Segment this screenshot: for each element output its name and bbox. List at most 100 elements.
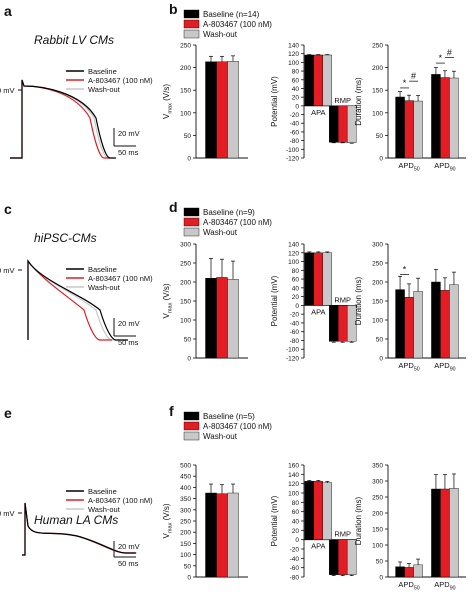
category-label: APA: [311, 542, 325, 551]
trace-legend-label: Baseline: [88, 487, 117, 496]
y-tick-label: 120: [288, 250, 299, 257]
y-tick-label: 100: [180, 110, 191, 117]
y-tick-label: 250: [180, 261, 191, 268]
y-axis-label: Vmax (V/s): [162, 84, 173, 119]
y-tick-label: -80: [290, 575, 300, 582]
y-tick-label: 0: [295, 303, 299, 310]
bar-legend-swatch: [183, 19, 200, 29]
y-axis-label: Duration (ms): [354, 496, 363, 545]
significance-mark: #: [411, 71, 416, 81]
y-tick-label: 250: [180, 43, 191, 50]
y-tick-label: 100: [288, 259, 299, 266]
bar: [313, 252, 324, 306]
bar-legend-swatch: [183, 411, 200, 421]
bar: [304, 54, 315, 107]
bar-legend-swatch: [183, 227, 200, 237]
scalebar-voltage-label: 20 mV: [118, 319, 140, 328]
y-tick-label: -60: [290, 329, 300, 336]
category-label: APD50: [398, 580, 419, 591]
bar: [413, 564, 423, 578]
y-tick-label: -40: [290, 556, 300, 563]
y-tick-label: 0: [187, 575, 191, 582]
bar: [404, 100, 414, 159]
trace-legend-label: Baseline: [88, 265, 117, 274]
bar: [431, 74, 441, 159]
bar: [216, 493, 228, 578]
category-label: APD90: [434, 161, 455, 172]
y-tick-label: 0: [187, 156, 191, 163]
bar: [404, 297, 414, 359]
bar: [216, 277, 228, 359]
y-tick-label: 400: [180, 485, 191, 492]
panel-letter-e: e: [4, 405, 12, 421]
y-tick-label: 60: [292, 77, 300, 84]
y-tick-label: 150: [180, 541, 191, 548]
trace-legend-label: Wash-out: [88, 505, 121, 514]
bar: [313, 54, 324, 107]
y-tick-label: 0: [379, 356, 383, 363]
panel-letter-a: a: [4, 3, 12, 19]
bar: [337, 105, 348, 143]
y-tick-label: 350: [180, 496, 191, 503]
y-tick-label: 450: [180, 474, 191, 481]
bar: [413, 291, 423, 359]
bar: [440, 77, 450, 159]
y-tick-label: -60: [290, 129, 300, 136]
trace-title: Human LA CMs: [34, 513, 118, 527]
bar-legend-swatch: [183, 431, 200, 441]
panel-letter-b: b: [169, 1, 178, 17]
bar-legend-swatch: [183, 217, 200, 227]
y-tick-label: 120: [288, 51, 299, 58]
bar: [322, 54, 333, 107]
bar: [304, 481, 315, 540]
trace-baseline: [27, 259, 128, 341]
y-tick-label: -120: [286, 356, 299, 363]
y-tick-label: 120: [288, 481, 299, 488]
category-label: APD90: [434, 580, 455, 591]
y-tick-label: 40: [292, 519, 300, 526]
y-tick-label: 0: [379, 156, 383, 163]
trace-legend-label: Baseline: [88, 67, 117, 76]
y-tick-label: 80: [292, 69, 300, 76]
y-tick-label: -120: [286, 156, 299, 163]
bar: [313, 481, 324, 540]
bar: [449, 77, 459, 159]
trace-legend-label: A-803467 (100 nM): [88, 274, 153, 283]
scalebar-voltage-label: 20 mV: [118, 129, 140, 138]
y-tick-label: -20: [290, 547, 300, 554]
bar: [395, 566, 405, 578]
y-tick-label: 200: [372, 280, 383, 287]
bar-legend-label: A-803467 (100 nM): [203, 422, 272, 431]
bar-legend-label: Baseline (n=9): [203, 208, 255, 217]
y-tick-label: 60: [292, 277, 300, 284]
bar: [322, 482, 333, 540]
y-tick-label: 0: [379, 575, 383, 582]
y-tick-label: 100: [180, 552, 191, 559]
y-tick-label: 250: [372, 43, 383, 50]
bar-legend-label: Baseline (n=14): [203, 10, 260, 19]
panel-letter-d: d: [169, 199, 178, 215]
scalebar-voltage-label: 20 mV: [118, 542, 140, 551]
y-tick-label: 200: [180, 280, 191, 287]
category-label: APD90: [434, 361, 455, 372]
bar: [395, 289, 405, 359]
category-label: RMP: [334, 295, 351, 304]
bar: [449, 488, 459, 578]
y-tick-label: 140: [288, 242, 299, 249]
bar: [322, 252, 333, 306]
y-tick-label: 100: [372, 543, 383, 550]
y-tick-label: 250: [372, 495, 383, 502]
bar-legend-swatch: [183, 421, 200, 431]
y-tick-label: 100: [180, 318, 191, 325]
y-tick-label: 0: [295, 537, 299, 544]
bar: [440, 290, 450, 359]
y-tick-label: 40: [292, 86, 300, 93]
y-tick-label: 200: [180, 65, 191, 72]
y-tick-label: -80: [290, 138, 300, 145]
scalebar-time-label: 50 ms: [118, 148, 139, 157]
y-tick-label: 100: [288, 60, 299, 67]
bar: [346, 105, 357, 143]
bar: [227, 61, 239, 159]
significance-mark: *: [403, 78, 407, 88]
y-tick-label: 150: [372, 299, 383, 306]
